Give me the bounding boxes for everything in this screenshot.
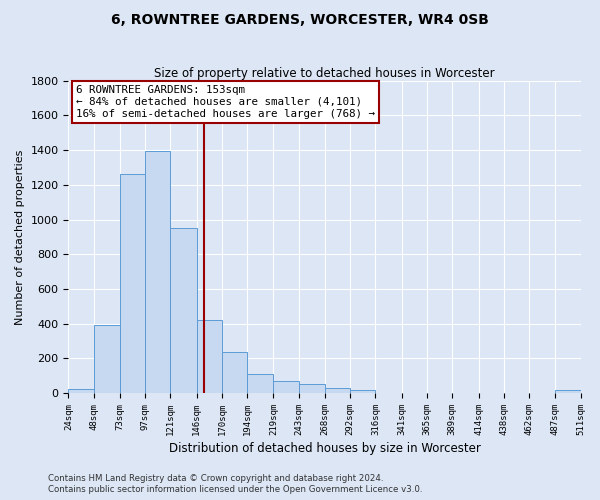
Title: Size of property relative to detached houses in Worcester: Size of property relative to detached ho… xyxy=(154,66,495,80)
Bar xyxy=(376,392,402,393)
Bar xyxy=(325,388,350,393)
Y-axis label: Number of detached properties: Number of detached properties xyxy=(15,149,25,324)
Bar xyxy=(299,384,325,393)
Bar xyxy=(247,374,274,393)
Bar xyxy=(197,320,222,393)
Text: 6 ROWNTREE GARDENS: 153sqm
← 84% of detached houses are smaller (4,101)
16% of s: 6 ROWNTREE GARDENS: 153sqm ← 84% of deta… xyxy=(76,86,375,118)
Bar xyxy=(222,352,247,393)
Bar xyxy=(94,326,120,393)
Bar xyxy=(274,381,299,393)
Bar xyxy=(170,228,197,393)
Bar xyxy=(120,174,145,393)
X-axis label: Distribution of detached houses by size in Worcester: Distribution of detached houses by size … xyxy=(169,442,481,455)
Bar xyxy=(555,390,581,393)
Bar xyxy=(350,390,376,393)
Bar xyxy=(145,151,170,393)
Bar xyxy=(68,388,94,393)
Text: Contains HM Land Registry data © Crown copyright and database right 2024.
Contai: Contains HM Land Registry data © Crown c… xyxy=(48,474,422,494)
Text: 6, ROWNTREE GARDENS, WORCESTER, WR4 0SB: 6, ROWNTREE GARDENS, WORCESTER, WR4 0SB xyxy=(111,12,489,26)
